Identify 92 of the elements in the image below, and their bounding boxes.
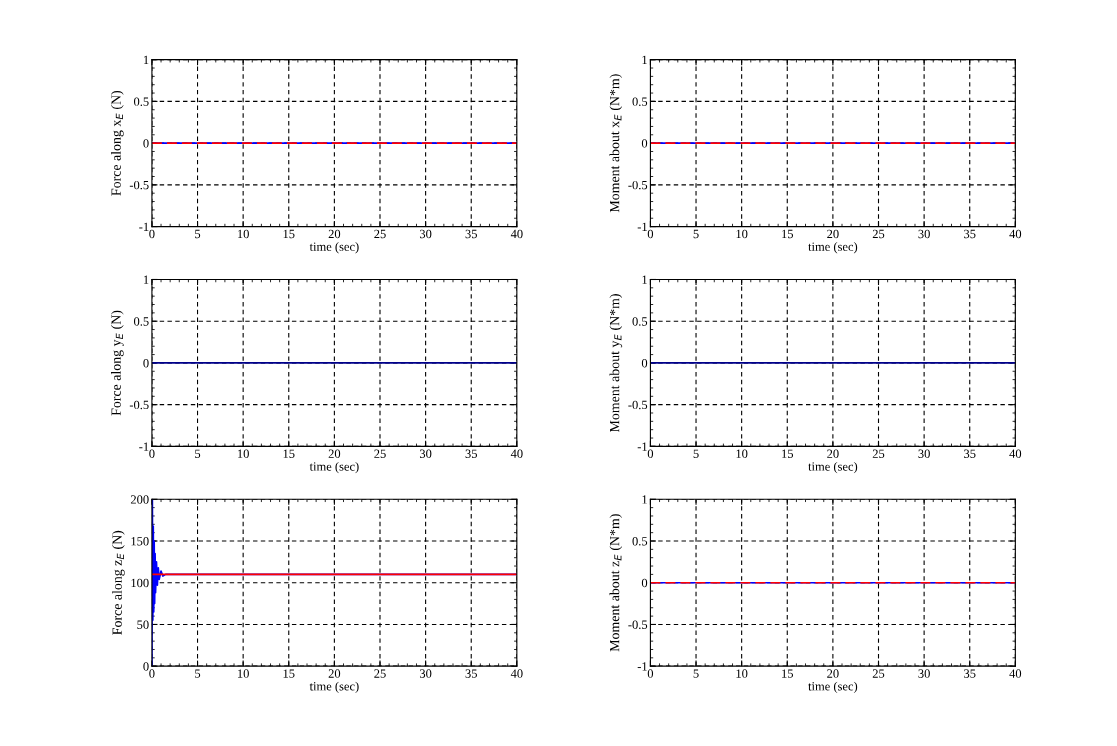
x-tick-label: 25 bbox=[872, 229, 885, 239]
y-tick-label: 50 bbox=[137, 620, 149, 629]
x-tick-label: 5 bbox=[693, 449, 699, 458]
x-axis-title: time (sec) bbox=[309, 681, 359, 694]
x-tick-label: 40 bbox=[1009, 669, 1022, 678]
x-tick-label: 15 bbox=[782, 229, 794, 239]
y-axis-title: Force along x$_{E}$ (N) bbox=[111, 90, 124, 196]
y-tick-label: -1 bbox=[637, 222, 647, 231]
x-tick-label: 20 bbox=[827, 669, 839, 678]
y-axis-title: Moment about y$_{E}$ (N*m) bbox=[609, 294, 623, 433]
y-tick-label: -1 bbox=[637, 662, 647, 671]
x-tick-label: 20 bbox=[328, 229, 341, 239]
x-tick-label: 40 bbox=[1009, 449, 1022, 458]
y-tick-label: 0 bbox=[641, 139, 648, 148]
x-tick-label: 25 bbox=[872, 669, 885, 678]
x-tick-label: 35 bbox=[964, 669, 976, 678]
x-tick-label: 20 bbox=[827, 229, 839, 239]
y-tick-label: 0 bbox=[641, 578, 648, 588]
x-tick-label: 15 bbox=[283, 449, 295, 458]
x-tick-label: 10 bbox=[238, 669, 249, 678]
y-tick-label: -1 bbox=[139, 222, 149, 231]
x-tick-label: 15 bbox=[782, 449, 794, 458]
x-tick-label: 10 bbox=[736, 669, 748, 678]
x-tick-label: 25 bbox=[374, 229, 386, 239]
x-tick-label: 0 bbox=[149, 449, 155, 458]
y-tick-label: 0.5 bbox=[133, 317, 149, 326]
y-axis-title: Moment about z$_{E}$ (N*m) bbox=[609, 514, 623, 652]
x-tick-label: 10 bbox=[736, 449, 748, 458]
y-axis-title: Force along z$_{E}$ (N) bbox=[112, 530, 125, 635]
x-axis-title: time (sec) bbox=[808, 681, 858, 694]
x-tick-label: 35 bbox=[465, 669, 477, 678]
y-axis-title: Moment about x$_{E}$ (N*m) bbox=[609, 74, 623, 213]
x-tick-label: 35 bbox=[465, 229, 477, 239]
x-tick-label: 20 bbox=[328, 449, 341, 458]
y-tick-label: 1 bbox=[642, 495, 647, 504]
x-tick-label: 25 bbox=[374, 669, 386, 678]
x-tick-label: 15 bbox=[283, 669, 295, 678]
y-tick-label: 0.5 bbox=[632, 537, 648, 546]
x-tick-label: 15 bbox=[283, 229, 295, 239]
x-tick-label: 5 bbox=[195, 449, 201, 458]
x-tick-label: 30 bbox=[419, 449, 432, 458]
x-axis-title: time (sec) bbox=[808, 242, 858, 254]
x-tick-label: 30 bbox=[918, 229, 930, 239]
x-tick-label: 5 bbox=[693, 669, 699, 678]
y-tick-label: -0.5 bbox=[628, 620, 648, 629]
y-tick-label: 1 bbox=[642, 55, 647, 65]
x-tick-label: 30 bbox=[419, 669, 432, 678]
y-tick-label: -1 bbox=[139, 442, 149, 451]
x-tick-label: 35 bbox=[465, 449, 477, 458]
x-tick-label: 30 bbox=[419, 229, 432, 239]
x-tick-label: 10 bbox=[736, 229, 748, 239]
x-axis-title: time (sec) bbox=[808, 461, 858, 474]
x-tick-label: 20 bbox=[328, 669, 341, 678]
x-tick-label: 20 bbox=[827, 449, 839, 458]
x-tick-label: 15 bbox=[782, 669, 794, 678]
y-tick-label: 0.5 bbox=[133, 97, 149, 106]
x-tick-label: 40 bbox=[1009, 229, 1022, 239]
y-tick-label: 150 bbox=[131, 537, 149, 546]
x-tick-label: 25 bbox=[374, 449, 386, 458]
x-tick-label: 35 bbox=[964, 229, 976, 239]
y-tick-label: 0 bbox=[143, 662, 149, 671]
y-tick-label: 100 bbox=[131, 578, 149, 588]
y-tick-label: 200 bbox=[130, 495, 149, 504]
y-tick-label: -1 bbox=[637, 442, 647, 451]
y-tick-label: 0 bbox=[641, 358, 648, 368]
x-axis-title: time (sec) bbox=[309, 242, 359, 254]
x-tick-label: 25 bbox=[872, 449, 885, 458]
y-tick-label: 0 bbox=[143, 139, 149, 148]
x-tick-label: 5 bbox=[195, 669, 201, 678]
y-tick-label: 0.5 bbox=[632, 97, 648, 106]
y-tick-label: -0.5 bbox=[129, 180, 149, 190]
y-tick-label: 0 bbox=[143, 358, 149, 368]
x-tick-label: 5 bbox=[693, 229, 699, 239]
y-tick-label: -0.5 bbox=[628, 400, 648, 410]
x-tick-label: 40 bbox=[510, 229, 523, 239]
y-tick-label: 1 bbox=[143, 55, 149, 65]
x-tick-label: 5 bbox=[195, 229, 201, 239]
x-tick-label: 0 bbox=[149, 669, 155, 678]
x-tick-label: 10 bbox=[238, 449, 249, 458]
x-tick-label: 30 bbox=[918, 449, 930, 458]
y-tick-label: 1 bbox=[642, 275, 647, 284]
x-tick-label: 35 bbox=[964, 449, 976, 458]
y-tick-label: -0.5 bbox=[628, 180, 648, 190]
y-tick-label: 1 bbox=[143, 275, 149, 284]
y-tick-label: -0.5 bbox=[129, 400, 149, 410]
x-tick-label: 10 bbox=[238, 229, 249, 239]
x-tick-label: 40 bbox=[510, 669, 523, 678]
x-tick-label: 40 bbox=[510, 449, 523, 458]
y-axis-title: Force along y$_{E}$ (N) bbox=[111, 310, 124, 416]
y-tick-label: 0.5 bbox=[632, 317, 648, 326]
x-axis-title: time (sec) bbox=[309, 461, 359, 474]
x-tick-label: 30 bbox=[918, 669, 930, 678]
